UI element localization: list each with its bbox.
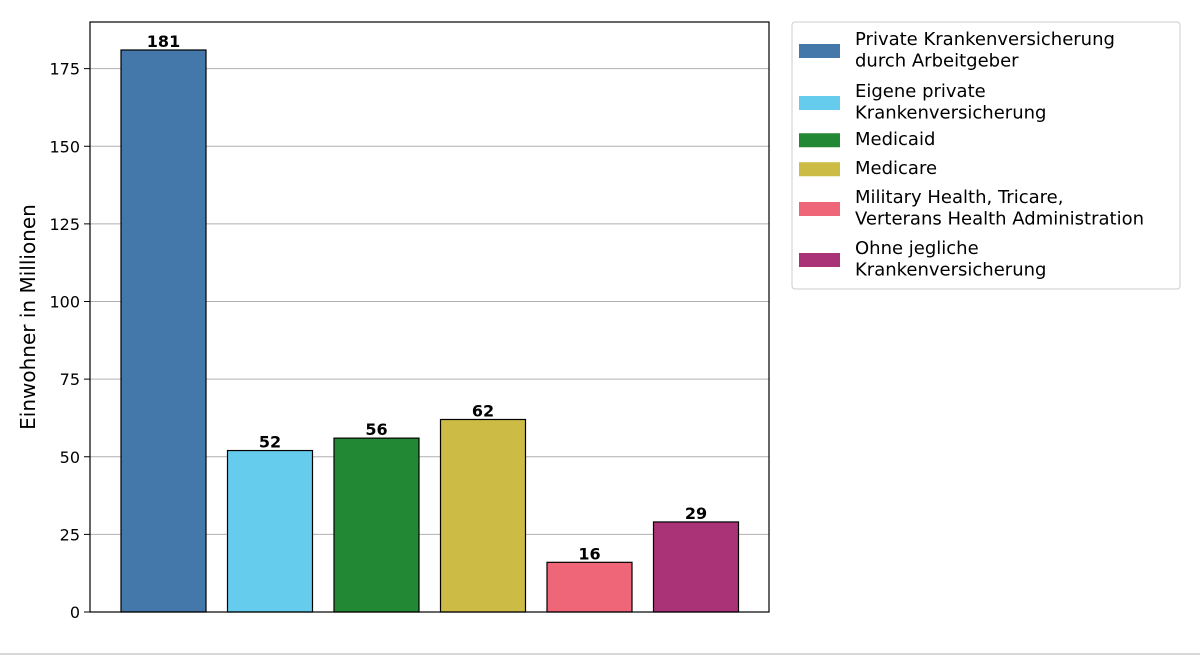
bars	[120, 49, 740, 613]
bar	[546, 561, 633, 613]
y-tick-label: 100	[49, 293, 80, 312]
plot-frame	[89, 21, 770, 613]
legend-label: Ohne jegliche	[855, 238, 979, 259]
bar	[120, 49, 207, 613]
bar-value-label: 16	[578, 544, 600, 563]
y-tick-label: 125	[49, 215, 80, 234]
bar-value-label: 29	[685, 504, 707, 523]
legend-swatch	[799, 44, 840, 58]
legend-swatch	[799, 202, 840, 216]
bar	[439, 418, 527, 613]
bar-value-label: 52	[259, 433, 281, 452]
legend-swatch	[799, 253, 840, 267]
value-labels: 181 52 56 62 16 29	[147, 32, 707, 563]
y-tick-label: 75	[60, 370, 80, 389]
legend-label: Eigene private	[855, 81, 986, 102]
bar	[226, 449, 314, 613]
y-tick-label: 0	[70, 603, 80, 622]
y-axis: 0 25 50 75 100 125 150 175	[49, 60, 90, 622]
y-tick-label: 25	[60, 525, 80, 544]
legend-label: Krankenversicherung	[855, 260, 1046, 281]
legend-label: Medicaid	[855, 129, 935, 150]
bar-value-label: 181	[147, 32, 180, 51]
legend-swatch	[799, 96, 840, 110]
bar	[652, 521, 740, 613]
legend-frame	[791, 21, 1181, 290]
bottom-divider	[0, 653, 1200, 655]
bar-value-label: 62	[472, 401, 494, 420]
y-tick-label: 150	[49, 137, 80, 156]
bar	[333, 437, 420, 613]
legend-label: Krankenversicherung	[855, 103, 1046, 124]
legend-label: Medicare	[855, 158, 937, 179]
legend-label: durch Arbeitgeber	[855, 51, 1019, 72]
legend-swatch	[799, 162, 840, 177]
legend-label: Private Krankenversicherung	[855, 29, 1115, 50]
y-axis-title: Einwohner in Millionen	[16, 204, 40, 430]
legend-swatch	[799, 133, 840, 148]
legend-label: Military Health, Tricare,	[855, 187, 1063, 208]
bar-value-label: 56	[365, 420, 387, 439]
legend-label: Verterans Health Administration	[855, 209, 1144, 230]
y-tick-label: 175	[49, 60, 80, 79]
y-tick-label: 50	[60, 448, 80, 467]
